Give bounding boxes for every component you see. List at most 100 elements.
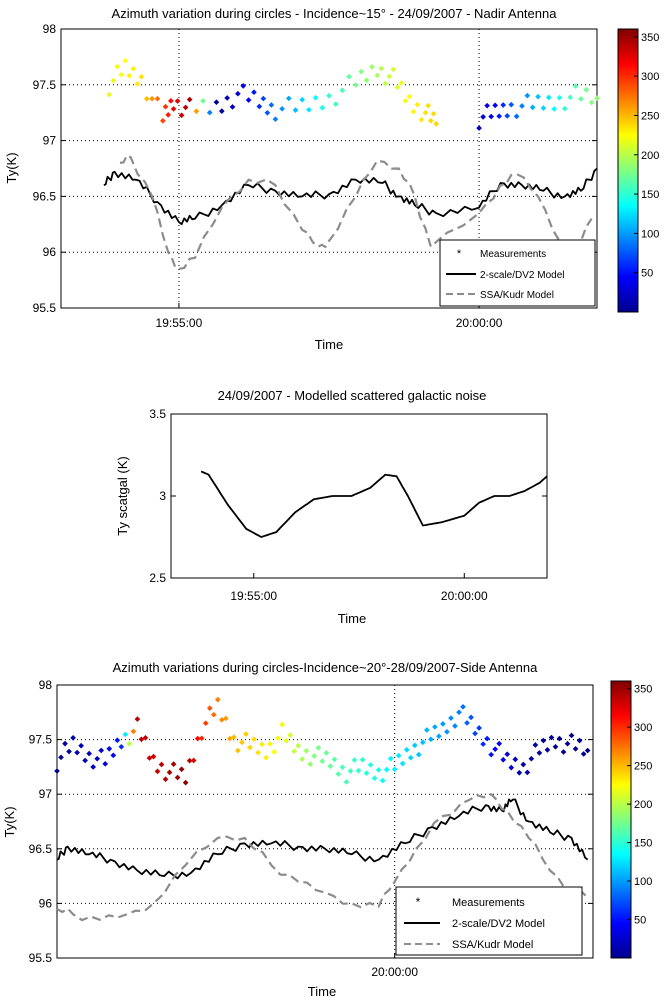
chart-1-xtick-label: 20:00:00 [456,316,503,330]
measurement-point [223,715,229,722]
chart-1-yticks: 95.5 96 96.5 97 97.5 98 [33,22,597,315]
measurement-point [556,94,563,101]
chart-2-series [200,470,548,538]
measurement-point [419,739,426,746]
measurement-point [74,749,80,756]
measurement-point [567,94,574,101]
measurement-point [398,80,405,86]
measurement-point [347,768,354,774]
measurement-point [524,769,531,776]
measurement-point [299,756,306,762]
chart-3-xticks: 20:00:00 [371,953,418,979]
chart-3-legend-label-measurements: Measurements [452,897,525,909]
measurement-point [235,747,241,754]
measurement-point [519,103,525,109]
measurement-point [268,102,275,108]
chart-1-colorbar-bar [617,28,639,313]
chart-2-title: 24/09/2007 - Modelled scattered galactic… [218,388,487,403]
measurement-point [178,766,185,773]
chart-1-ytick-label: 95.5 [33,301,57,315]
measurement-point [186,757,193,764]
chart-1-colorbar: 50 100 150 200 250 300 350 [617,28,659,313]
measurement-point [174,774,181,781]
measurement-point [484,735,490,742]
measurement-point [352,82,359,88]
measurement-point [422,109,429,116]
measurement-point [339,764,346,771]
measurement-point [170,761,177,767]
measurement-point [239,739,245,746]
measurement-point [407,754,414,761]
chart-3-ytick-label: 96 [39,896,53,910]
chart-3-legend-label-kudr: SSA/Kudr Model [452,939,533,951]
measurement-point [383,766,390,773]
measurement-point [532,742,539,748]
measurement-point [488,751,494,758]
measurement-point [166,769,173,776]
measurement-point [218,108,225,114]
measurement-point [326,92,332,99]
measurement-point [143,95,150,102]
measurement-point [379,777,386,784]
chart-1-ytick-label: 97 [43,134,57,148]
measurement-point [544,747,551,753]
measurement-point [214,696,221,703]
measurement-point [186,96,193,103]
measurement-point [299,96,306,103]
measurement-point [94,755,101,762]
measurement-point [562,105,568,112]
measurement-point [351,757,358,763]
measurement-point [142,735,149,741]
measurement-point [580,751,587,757]
measurement-point [200,98,206,104]
measurement-point [394,84,401,91]
measurement-point [130,65,137,72]
chart-1-xticks: 19:55:00 20:00:00 [156,303,503,330]
measurement-point [588,99,595,106]
measurement-point [492,102,498,109]
measurement-point [513,113,520,120]
measurement-point [110,77,117,84]
measurement-point [391,766,398,773]
measurement-point [165,111,172,118]
chart-1-ytick-label: 97.5 [33,78,57,92]
colorbar-tick-label: 200 [641,150,659,162]
measurement-point [307,761,314,768]
measurement-point [528,755,535,762]
measurement-point [86,750,92,757]
measurement-point [58,754,64,761]
measurement-point [162,776,169,783]
measurement-point [500,102,507,108]
measurement-point [158,761,165,768]
measurement-point [311,753,318,759]
chart-1-legend-label-kudr: SSA/Kudr Model [480,290,554,301]
measurement-point [106,745,113,752]
measurement-point [134,716,141,722]
chart-3-colorbar-bar [610,680,632,959]
measurement-point [54,768,60,774]
measurement-point [283,737,289,744]
measurement-point [275,735,281,742]
measurement-point [331,756,338,763]
measurement-point [174,98,181,104]
measurement-point [363,770,370,776]
measurement-point [343,779,350,785]
measurement-point [583,86,590,93]
measurement-point [150,753,157,760]
chart-2-xticks: 19:55:00 20:00:00 [230,573,488,603]
measurement-point [504,751,511,758]
colorbar-tick-label: 100 [641,228,659,240]
chart-1-legend-label-dv2: 2-scale/DV2 Model [480,270,564,281]
colorbar-tick-label: 50 [641,268,653,280]
measurement-point [193,108,200,115]
measurement-point [488,113,494,120]
measurement-point [430,110,437,117]
chart-1-ytick-label: 96 [43,245,57,259]
measurement-point [468,714,474,721]
chart-2-ytick-label: 3.5 [149,407,166,421]
chart-1-title: Azimuth variation during circles - Incid… [112,6,558,21]
measurement-point [292,107,299,113]
measurement-point [247,744,253,751]
measurement-point [245,97,252,103]
measurement-point [114,737,121,744]
